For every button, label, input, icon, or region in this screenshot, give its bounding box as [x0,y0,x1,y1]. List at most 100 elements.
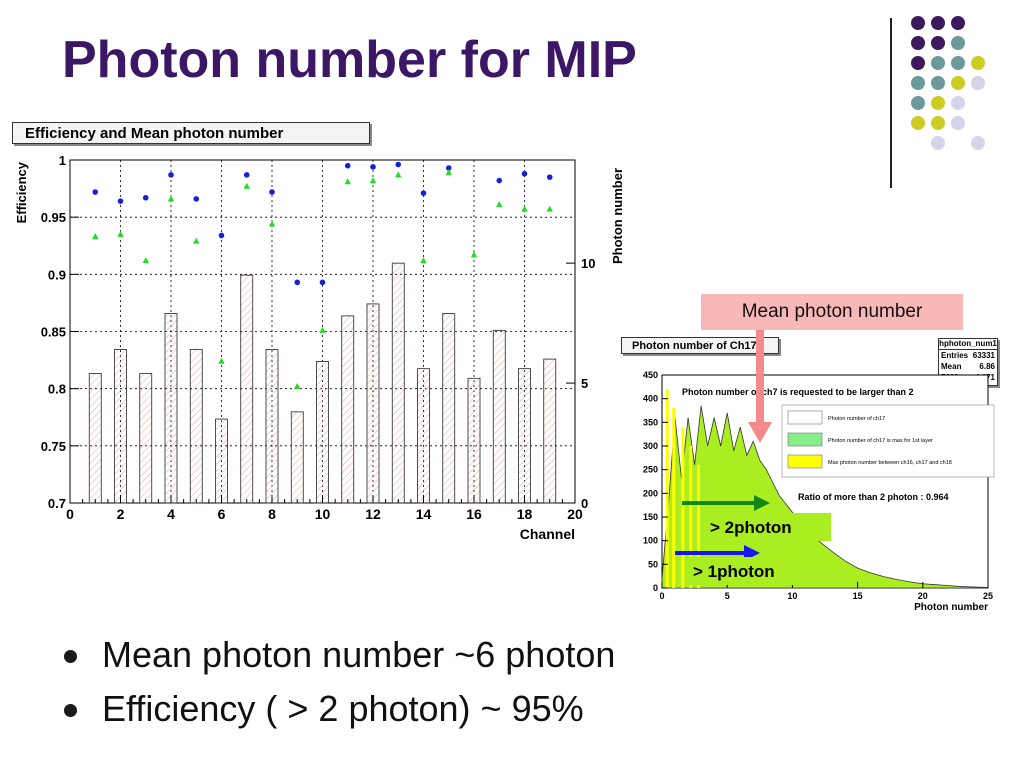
x-axis-label: Photon number [914,602,988,613]
slide-title: Photon number for MIP [62,31,637,89]
legend-swatch [787,432,823,447]
efficiency-point [294,279,301,286]
efficiency-point [269,189,275,195]
callout-arrow-head [748,422,772,443]
decorative-dot [911,56,925,70]
bar-photon-number [189,349,203,504]
y-tick-label: 0.85 [41,325,66,340]
bullet-text: Efficiency ( > 2 photon) ~ 95% [102,688,584,729]
y-tick-label: 0 [653,583,658,593]
y-tick-label: 200 [643,488,658,498]
x-tick-label: 10 [787,591,797,601]
stats-name: hphoton_num1 [939,339,997,350]
y-tick-label: 150 [643,512,658,522]
bar-photon-number [492,329,506,504]
bar-photon-number [114,349,127,504]
ratio-point [218,357,225,364]
efficiency-point [370,164,376,170]
bullet-list: Mean photon number ~6 photon Efficiency … [64,628,615,736]
bar-photon-number [366,303,380,504]
x-tick-label: 6 [218,506,226,522]
y-tick-label: 300 [643,441,658,451]
efficiency-point [420,190,427,196]
ratio-point [496,201,503,208]
x-tick-label: 12 [365,506,381,522]
decorative-dot [971,56,985,70]
ratio-point [294,382,301,389]
efficiency-chart: 0 2 4 6 8 10 12 14 16 18 200.70.750.80.850.90.9510… [14,153,625,542]
bar-photon-number [543,358,557,504]
bar-photon-number [518,368,531,504]
efficiency-point [445,165,452,171]
ratio-point [369,177,377,184]
x-tick-label: 15 [853,591,863,601]
ratio-point [420,257,427,264]
efficiency-point [546,174,553,180]
decorative-dot [931,96,945,110]
legend-entry: Photon number of ch17 is max for 1st lay… [828,438,933,444]
bar-photon-number [442,313,456,504]
legend: Photon number of ch17 Photon number of ch… [781,404,995,478]
bar-photon-number [164,313,178,504]
decorative-dot [971,136,985,150]
y-tick-label: 350 [643,417,658,427]
decorative-dot [911,96,925,110]
y2-tick-label: 10 [581,256,595,271]
x-tick-label: 14 [416,506,432,522]
efficiency-point [168,172,174,178]
bar-photon-number [240,274,254,504]
x-tick-label: 16 [466,506,482,522]
x-tick-label: 8 [268,506,276,522]
ratio-point [92,233,99,240]
efficiency-point [344,162,351,169]
y-tick-label: 400 [643,394,658,404]
y-tick-label: 50 [648,559,658,569]
x-tick-label: 0 [66,506,74,522]
x-tick-label: 25 [983,591,993,601]
decorative-dot [951,96,965,110]
bar-photon-number [88,373,102,504]
ratio-point [395,171,402,178]
decorative-dot [951,36,965,50]
callout-arrow-shaft [756,330,764,425]
x-tick-label: 20 [918,591,928,601]
y-tick-label: 1 [59,153,66,168]
ratio-point [193,237,200,244]
efficiency-point [218,232,225,239]
legend-swatch [787,410,823,425]
bullet-text: Mean photon number ~6 photon [102,634,616,675]
bar-photon-number [341,315,355,504]
efficiency-point [395,161,402,168]
decorative-dot [931,56,945,70]
bar-photon-number [391,262,405,504]
label-2photon-bg [703,513,831,541]
bullet-item: Mean photon number ~6 photon [64,628,615,682]
x-tick-label: 18 [517,506,533,522]
x-axis-label: Channel [520,526,575,542]
y-tick-label: 0.95 [41,210,66,225]
legend-swatch [787,454,823,469]
legend-entry: Max photon number between ch16, ch17 and… [828,460,952,466]
ratio-point [117,230,124,237]
bar-photon-number [316,361,329,504]
bar-photon-number [467,377,481,504]
efficiency-point [193,196,200,202]
stats-mean-label: Mean [941,362,962,371]
callout-arrow-icon [748,330,772,443]
bullet-dot-icon [64,704,77,717]
y-tick-label: 450 [643,370,658,380]
bar-photon-number [215,418,228,504]
label-1photon-bg [688,557,816,585]
stats-mean-value: 6.86 [979,362,995,371]
legend-entry: Photon number of ch17 [828,416,885,422]
efficiency-point [319,279,326,286]
arrow-green-head [754,495,770,511]
y2-axis-label: Photon number [610,168,625,264]
efficiency-point [521,170,528,177]
ratio-point [142,257,149,264]
ratio-point [243,182,250,189]
decorative-dot [931,16,945,30]
stats-entries-value: 63331 [972,351,995,360]
decorative-dot [931,36,945,50]
decorative-dot [931,116,945,130]
